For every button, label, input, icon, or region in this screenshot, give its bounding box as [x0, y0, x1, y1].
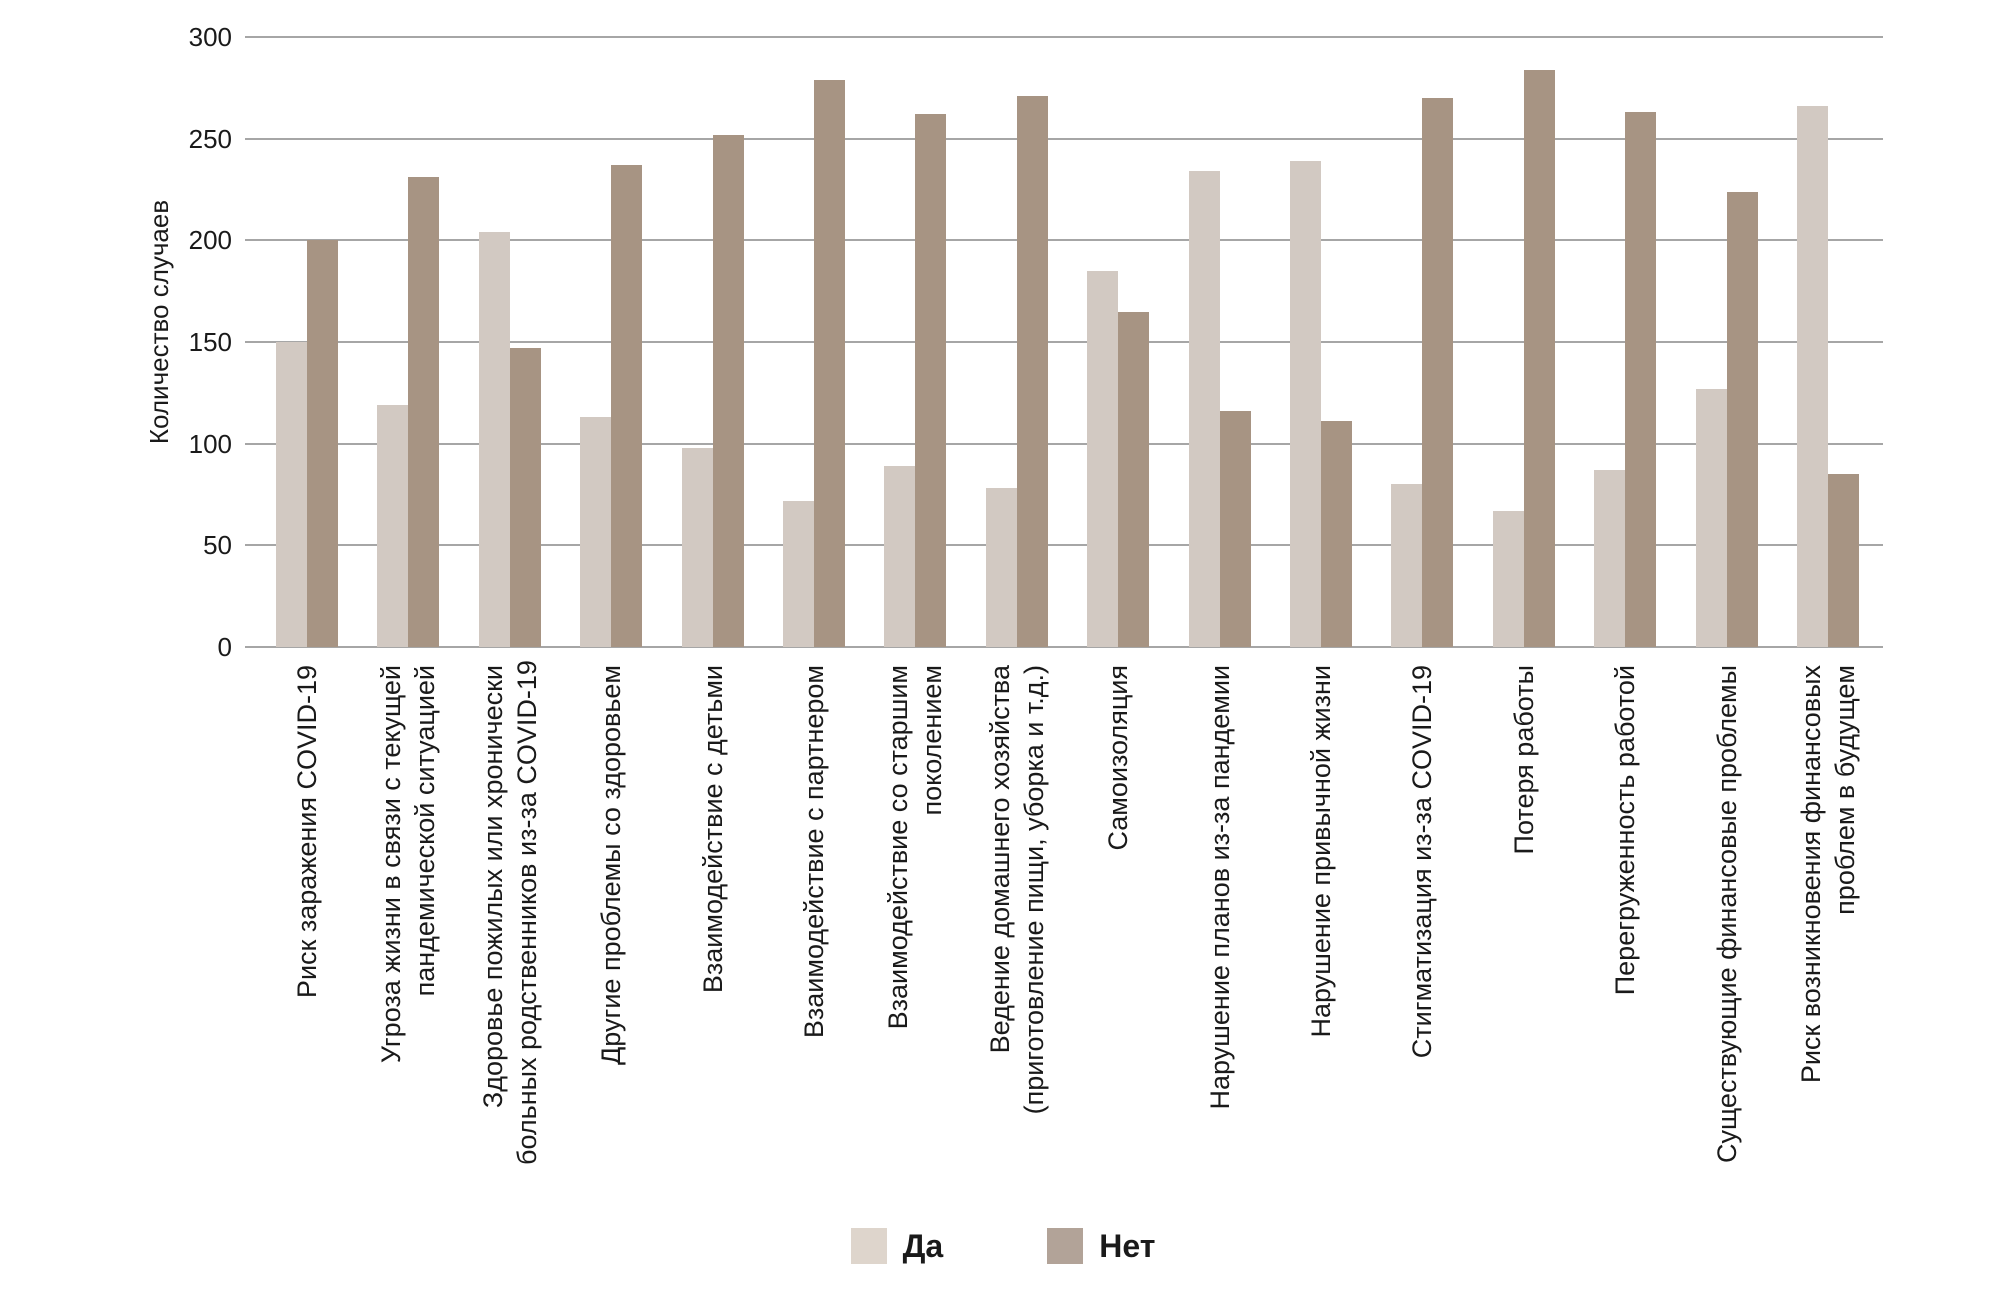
y-tick-label: 150: [188, 327, 232, 357]
bar-net-15: [1726, 191, 1758, 647]
gridline: [245, 239, 1883, 242]
gridline: [245, 341, 1883, 343]
x-category-label-2: Угроза жизни в связи с текущей пандемичес…: [376, 665, 441, 1064]
bar-da-11: [1290, 161, 1321, 647]
bar-da-1: [276, 342, 307, 647]
bar-net-5: [712, 134, 744, 647]
bar-da-4: [580, 417, 612, 647]
x-category-label-7: Взаимодействие со старшим поколением: [883, 665, 948, 1030]
y-tick-label: 250: [188, 123, 232, 154]
legend-item-net: Нет: [1047, 1228, 1155, 1265]
y-tick-label: 100: [188, 428, 232, 459]
legend-label-da: Да: [902, 1227, 944, 1264]
gridline: [245, 137, 1883, 140]
x-category-label-12: Стигматизация из-за COVID-19: [1407, 665, 1438, 1059]
y-tick-label: 0: [217, 632, 232, 662]
y-tick-label: 300: [188, 22, 232, 52]
x-category-label-6: Взаимодействие с партнером: [799, 665, 829, 1039]
legend: Да Нет: [0, 1222, 2006, 1270]
gridline: [245, 544, 1883, 547]
bar-net-10: [1219, 411, 1251, 647]
x-category-label-10: Нарушение планов из-за пандемии: [1204, 665, 1235, 1110]
bar-da-16: [1797, 106, 1828, 647]
bar-da-13: [1492, 510, 1524, 647]
y-tick-label: 200: [188, 225, 232, 256]
bar-da-15: [1695, 388, 1727, 647]
x-category-label-1: Риск заражения COVID-19: [292, 665, 322, 999]
bar-da-8: [985, 488, 1017, 647]
y-axis-title: Количество случаев: [144, 199, 174, 445]
bar-da-6: [783, 500, 814, 647]
x-category-label-8: Ведение домашнего хозяйства (приготовлени…: [984, 665, 1049, 1115]
bar-net-8: [1016, 95, 1048, 647]
bar-net-3: [509, 348, 541, 647]
bar-da-3: [478, 232, 510, 647]
gridline: [245, 36, 1883, 38]
bar-net-4: [611, 165, 643, 647]
x-category-label-11: Нарушение привычной жизни: [1306, 665, 1336, 1038]
x-category-label-9: Самоизоляция: [1103, 665, 1134, 851]
bar-net-13: [1523, 69, 1555, 647]
bar-da-10: [1188, 171, 1220, 647]
bar-da-14: [1594, 470, 1626, 647]
bar-net-14: [1625, 112, 1657, 647]
bar-net-7: [915, 114, 947, 647]
legend-swatch-da: [850, 1228, 887, 1264]
bar-net-1: [307, 240, 338, 647]
bar-net-16: [1828, 474, 1859, 647]
x-category-label-13: Потеря работы: [1508, 665, 1539, 855]
x-category-label-15: Существующие финансовые проблемы: [1711, 665, 1742, 1163]
x-category-label-4: Другие проблемы со здоровьем: [596, 665, 627, 1065]
legend-item-da: Да: [850, 1227, 944, 1265]
x-category-label-16: Риск возникновения финансовых проблем в б…: [1796, 665, 1860, 1084]
bar-da-5: [681, 447, 713, 647]
gridline: [245, 646, 1883, 648]
bar-net-11: [1321, 421, 1352, 647]
bar-net-12: [1422, 98, 1454, 647]
gridline: [245, 442, 1883, 445]
x-category-label-5: Взаимодействие с детьми: [697, 665, 728, 994]
bar-net-9: [1118, 311, 1150, 647]
y-tick-label: 50: [203, 530, 232, 561]
x-category-label-3: Здоровье пожилых или хронически больных р…: [477, 660, 542, 1165]
legend-swatch-net: [1047, 1228, 1084, 1264]
legend-label-net: Нет: [1099, 1227, 1156, 1264]
x-category-label-14: Перегруженность работой: [1610, 665, 1641, 996]
bar-da-2: [377, 405, 409, 647]
bar-da-12: [1391, 484, 1423, 647]
bar-net-2: [408, 177, 440, 647]
bar-da-7: [884, 466, 916, 647]
bar-net-6: [814, 79, 845, 647]
bar-da-9: [1087, 270, 1119, 647]
